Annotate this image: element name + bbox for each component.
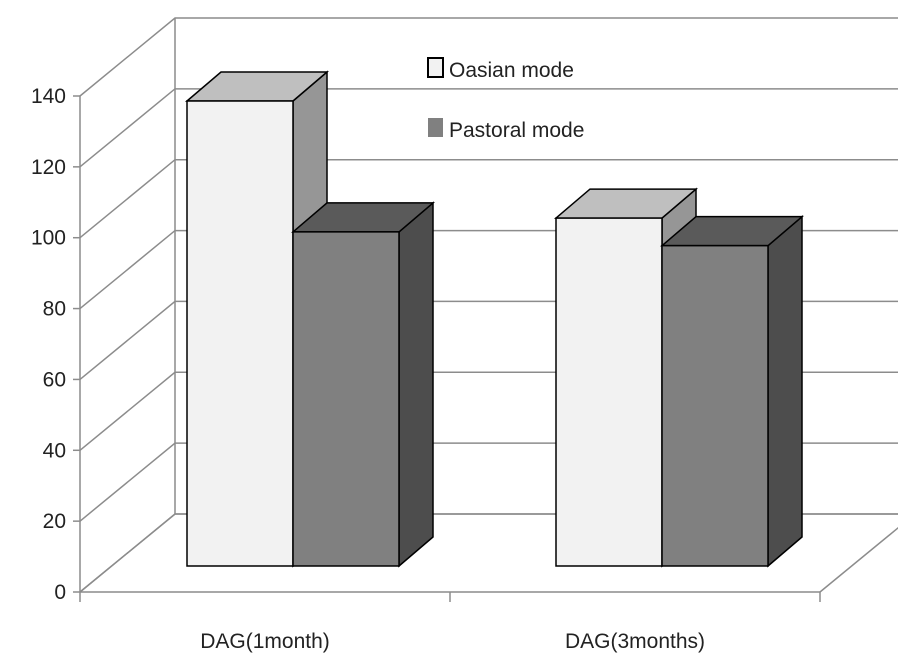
bar-side: [398, 201, 434, 568]
legend-swatch-pastoral-mode: [428, 118, 443, 137]
legend-swatch-oasian-mode: [427, 57, 444, 78]
y-tick-label: 140: [31, 85, 66, 108]
gridline: [79, 17, 898, 97]
legend-label-pastoral-mode: Pastoral mode: [449, 119, 584, 142]
bar-pastoral-mode-dag-3months: [659, 215, 805, 568]
y-tick-label: 20: [43, 510, 66, 533]
y-tick-label: 0: [54, 581, 66, 604]
bar-side: [767, 215, 803, 568]
y-tick-label: 60: [43, 368, 66, 391]
y-tick-label: 40: [43, 439, 66, 462]
x-axis: DAG(1month) DAG(3months): [79, 591, 821, 653]
y-tick-label: 80: [43, 298, 66, 321]
bars: [184, 70, 805, 568]
y-tick-label: 120: [31, 156, 66, 179]
legend-label-oasian-mode: Oasian mode: [449, 59, 574, 82]
bar-front: [186, 100, 294, 567]
gridline: [79, 158, 898, 239]
y-axis: 0 20 40 60 80 100 120 140: [31, 85, 80, 604]
bar-front: [292, 231, 400, 567]
floor-right-edge: [819, 526, 898, 593]
bar-pastoral-mode-dag-1month: [290, 201, 436, 568]
x-tick-label: DAG(3months): [565, 630, 705, 653]
y-tick-label: 100: [31, 227, 66, 250]
bar-front: [661, 244, 769, 567]
gridline: [79, 88, 898, 168]
bar-front: [555, 217, 663, 567]
legend: Oasian mode Pastoral mode: [427, 57, 584, 142]
x-tick-label: DAG(1month): [200, 630, 330, 653]
